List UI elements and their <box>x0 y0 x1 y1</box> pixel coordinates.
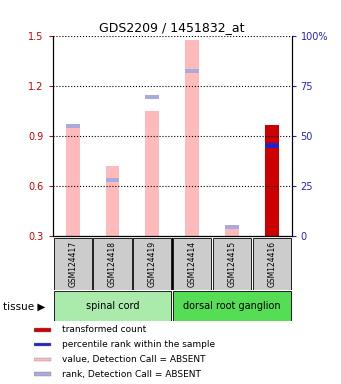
Text: spinal cord: spinal cord <box>86 301 139 311</box>
Text: value, Detection Call = ABSENT: value, Detection Call = ABSENT <box>62 355 205 364</box>
Text: GSM124416: GSM124416 <box>267 241 276 287</box>
Bar <box>34 343 51 346</box>
Bar <box>133 238 172 290</box>
Title: GDS2209 / 1451832_at: GDS2209 / 1451832_at <box>100 21 245 34</box>
Bar <box>225 226 239 236</box>
Bar <box>173 238 211 290</box>
Text: transformed count: transformed count <box>62 325 146 334</box>
Bar <box>34 358 51 361</box>
Bar <box>145 111 159 236</box>
Bar <box>185 68 199 73</box>
Text: tissue ▶: tissue ▶ <box>3 302 46 312</box>
Text: GSM124417: GSM124417 <box>68 241 77 287</box>
Bar <box>145 95 159 99</box>
Bar <box>225 225 239 229</box>
Bar <box>54 291 172 321</box>
Text: GSM124419: GSM124419 <box>148 241 157 287</box>
Text: rank, Detection Call = ABSENT: rank, Detection Call = ABSENT <box>62 370 201 379</box>
Bar <box>253 238 291 290</box>
Bar <box>106 178 119 182</box>
Bar <box>66 124 80 128</box>
Bar <box>185 40 199 236</box>
Bar <box>106 166 119 236</box>
Bar <box>265 125 279 236</box>
Bar <box>54 238 92 290</box>
Text: GSM124414: GSM124414 <box>188 241 197 287</box>
Bar <box>93 238 132 290</box>
Bar <box>34 372 51 376</box>
Text: GSM124418: GSM124418 <box>108 241 117 287</box>
Bar <box>265 143 279 147</box>
Bar <box>66 126 80 236</box>
Bar <box>34 328 51 332</box>
Bar <box>173 291 291 321</box>
Bar <box>213 238 251 290</box>
Text: GSM124415: GSM124415 <box>227 241 236 287</box>
Text: dorsal root ganglion: dorsal root ganglion <box>183 301 281 311</box>
Text: percentile rank within the sample: percentile rank within the sample <box>62 340 215 349</box>
